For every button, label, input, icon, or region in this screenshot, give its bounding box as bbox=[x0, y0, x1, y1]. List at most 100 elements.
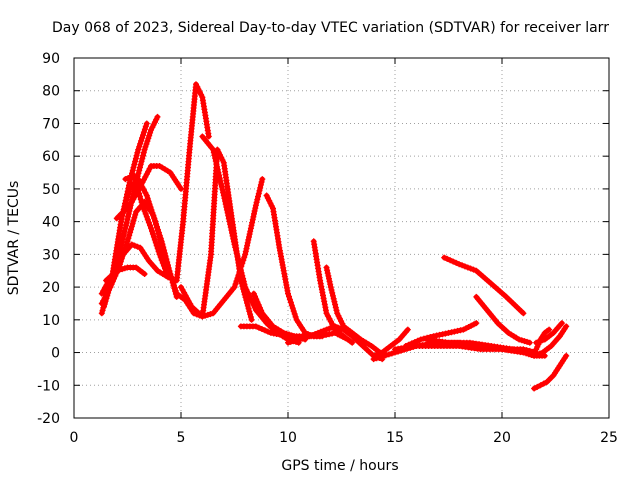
data-point bbox=[456, 261, 463, 268]
data-point bbox=[143, 120, 150, 127]
x-tick-label: 15 bbox=[386, 430, 404, 446]
data-point bbox=[534, 351, 540, 358]
data-point bbox=[509, 346, 516, 353]
data-point bbox=[212, 155, 219, 162]
data-point bbox=[332, 301, 339, 308]
data-point bbox=[312, 331, 319, 337]
y-tick-label: -20 bbox=[37, 411, 60, 427]
data-point bbox=[126, 179, 133, 186]
data-point bbox=[134, 184, 141, 191]
data-point bbox=[525, 351, 532, 358]
data-point bbox=[302, 329, 309, 336]
data-point bbox=[120, 208, 127, 215]
data-point bbox=[152, 239, 159, 246]
data-point bbox=[129, 220, 136, 227]
data-point bbox=[253, 199, 260, 206]
data-point bbox=[247, 295, 254, 302]
data-point bbox=[165, 274, 172, 281]
data-point bbox=[328, 287, 335, 293]
series-track-r bbox=[323, 264, 383, 356]
data-point bbox=[240, 275, 247, 282]
data-point bbox=[132, 211, 139, 218]
data-point bbox=[523, 350, 530, 357]
data-point bbox=[227, 224, 234, 231]
data-point bbox=[253, 296, 260, 303]
y-tick-label: 40 bbox=[42, 215, 60, 231]
data-point bbox=[149, 209, 156, 216]
data-point bbox=[130, 172, 137, 179]
data-point bbox=[240, 278, 247, 285]
data-point bbox=[230, 235, 237, 242]
data-point bbox=[563, 352, 570, 359]
data-point bbox=[238, 269, 245, 276]
data-point bbox=[457, 327, 464, 334]
data-point bbox=[326, 325, 333, 332]
data-point bbox=[382, 352, 389, 359]
series-track-x bbox=[473, 293, 533, 346]
data-point bbox=[141, 126, 148, 133]
data-point bbox=[303, 334, 310, 340]
data-point bbox=[261, 327, 268, 334]
y-tick-label: 10 bbox=[42, 313, 60, 329]
data-point bbox=[244, 300, 250, 306]
data-point bbox=[178, 185, 184, 192]
data-point bbox=[158, 257, 165, 264]
y-tick-label: 60 bbox=[42, 149, 60, 165]
data-point bbox=[236, 261, 243, 268]
data-point bbox=[285, 339, 291, 346]
data-point bbox=[258, 179, 265, 185]
data-point bbox=[256, 304, 263, 311]
data-point bbox=[288, 332, 295, 339]
data-point bbox=[155, 230, 162, 237]
data-point bbox=[123, 219, 130, 226]
data-point bbox=[120, 230, 127, 237]
chart-title: Day 068 of 2023, Sidereal Day-to-day VTE… bbox=[52, 20, 609, 36]
data-point bbox=[154, 113, 161, 120]
data-point bbox=[441, 254, 448, 261]
data-point bbox=[235, 258, 242, 265]
data-point bbox=[118, 242, 125, 249]
data-point bbox=[202, 312, 209, 319]
data-point bbox=[133, 152, 140, 159]
data-point bbox=[233, 250, 240, 257]
tick-layer: 0 5 10 15 20 25 -20 -10 0 10 20 30 40 50 60 70 80 90 bbox=[37, 51, 618, 446]
data-point bbox=[126, 232, 133, 239]
data-point bbox=[295, 336, 302, 343]
data-point bbox=[151, 236, 158, 243]
data-point bbox=[453, 259, 460, 266]
data-point bbox=[319, 333, 326, 340]
data-point bbox=[121, 265, 128, 272]
data-point bbox=[154, 227, 161, 234]
data-point bbox=[292, 313, 299, 320]
data-point bbox=[251, 208, 258, 214]
data-point bbox=[101, 301, 108, 307]
series-track-n bbox=[250, 290, 309, 343]
data-point bbox=[520, 310, 527, 317]
data-point bbox=[143, 213, 150, 220]
data-point bbox=[148, 225, 154, 232]
data-point bbox=[215, 169, 222, 176]
data-point bbox=[289, 305, 296, 312]
data-point bbox=[142, 210, 149, 217]
data-point bbox=[301, 334, 307, 341]
data-point bbox=[151, 215, 158, 222]
data-point bbox=[349, 339, 356, 346]
data-point bbox=[231, 284, 238, 291]
data-point bbox=[124, 194, 131, 201]
series-track-g bbox=[98, 241, 172, 297]
x-tick-label: 10 bbox=[279, 430, 297, 446]
data-point bbox=[157, 236, 163, 243]
data-point bbox=[139, 135, 145, 141]
data-point bbox=[169, 276, 176, 283]
data-point bbox=[332, 304, 339, 311]
data-point bbox=[461, 263, 468, 270]
data-point bbox=[247, 314, 254, 320]
data-point bbox=[231, 241, 238, 248]
data-layer bbox=[98, 81, 570, 392]
data-point bbox=[153, 221, 160, 228]
x-tick-label: 20 bbox=[493, 430, 511, 446]
data-point bbox=[448, 329, 455, 336]
data-point bbox=[141, 208, 148, 214]
data-point bbox=[155, 248, 162, 255]
series-track-ab bbox=[533, 326, 553, 353]
